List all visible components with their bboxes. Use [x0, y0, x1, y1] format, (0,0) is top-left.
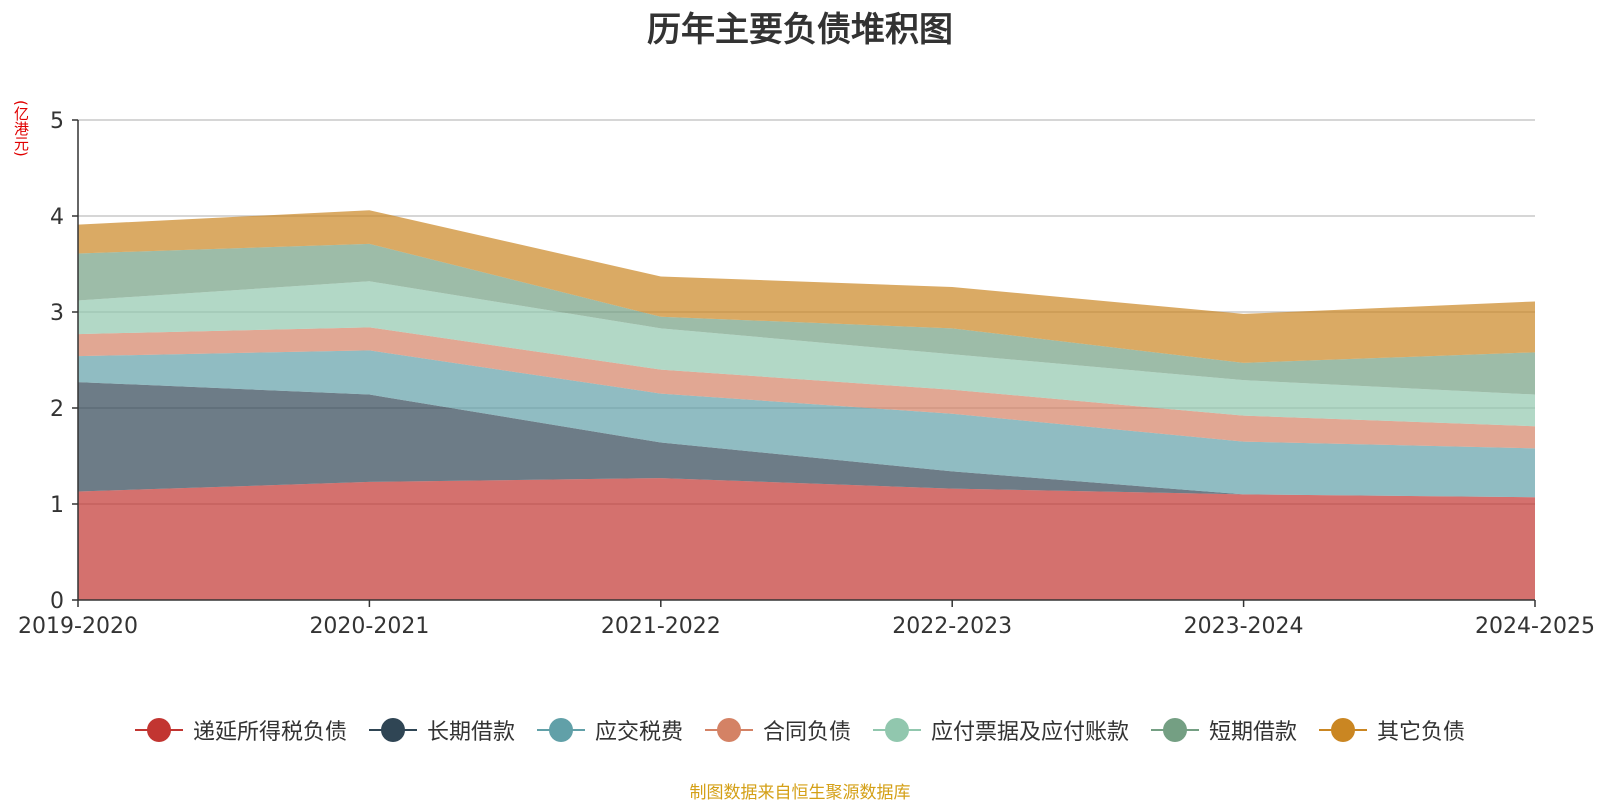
x-tick-label: 2024-2025 [1475, 614, 1595, 639]
legend-label: 递延所得税负债 [192, 720, 347, 745]
legend-label: 其它负债 [1377, 720, 1466, 745]
legend-label: 应交税费 [594, 720, 683, 745]
legend-marker-icon [134, 717, 183, 743]
legend-marker-icon [368, 717, 417, 743]
area-series [78, 350, 1535, 498]
legend-marker-icon [873, 717, 921, 743]
area-series [78, 281, 1535, 427]
x-tick-label: 2020-2021 [309, 614, 429, 639]
legend-item[interactable]: 递延所得税负债 [134, 714, 347, 746]
legend-label: 合同负债 [762, 720, 851, 745]
legend-item[interactable]: 合同负债 [704, 714, 851, 746]
legend-marker-icon [536, 717, 585, 743]
area-series [78, 478, 1535, 600]
axes: 0 1 2 3 4 5 2019-2020 2020-2021 2021-2022 2022-20… [18, 109, 1595, 639]
legend-marker-icon [704, 717, 753, 743]
area-series [78, 210, 1535, 363]
x-tick-label: 2022-2023 [892, 614, 1012, 639]
y-tick-label: 5 [50, 109, 64, 134]
legend-label: 应付票据及应付账款 [931, 720, 1130, 745]
legend: 递延所得税负债 长期借款 应交税费 合同负债 应付票据及应付账款 短期借款 其它负债 [0, 714, 1600, 746]
y-tick-label: 4 [50, 205, 64, 230]
legend-marker-icon [1151, 717, 1200, 743]
legend-label: 短期借款 [1209, 720, 1298, 745]
area-series [78, 327, 1535, 449]
x-tick-label: 2019-2020 [18, 614, 138, 639]
area-layers [78, 210, 1535, 600]
x-tick-label: 2021-2022 [601, 614, 721, 639]
y-tick-label: 0 [50, 589, 64, 614]
source-note: 制图数据来自恒生聚源数据库 [689, 783, 911, 803]
legend-item[interactable]: 长期借款 [368, 714, 515, 746]
chart-title: 历年主要负债堆积图 [647, 10, 953, 50]
legend-item[interactable]: 应付票据及应付账款 [873, 714, 1129, 746]
y-axis-unit-label: (亿港元) [12, 100, 30, 157]
legend-label: 长期借款 [426, 720, 515, 745]
area-series [78, 382, 1535, 498]
y-tick-label: 1 [50, 493, 64, 518]
legend-marker-icon [1319, 717, 1368, 743]
legend-item[interactable]: 应交税费 [536, 714, 683, 746]
legend-item[interactable]: 其它负债 [1319, 714, 1465, 746]
y-tick-label: 3 [50, 301, 64, 326]
area-series [78, 243, 1535, 395]
y-tick-label: 2 [50, 397, 64, 422]
legend-item[interactable]: 短期借款 [1151, 714, 1297, 746]
x-tick-label: 2023-2024 [1184, 614, 1304, 639]
